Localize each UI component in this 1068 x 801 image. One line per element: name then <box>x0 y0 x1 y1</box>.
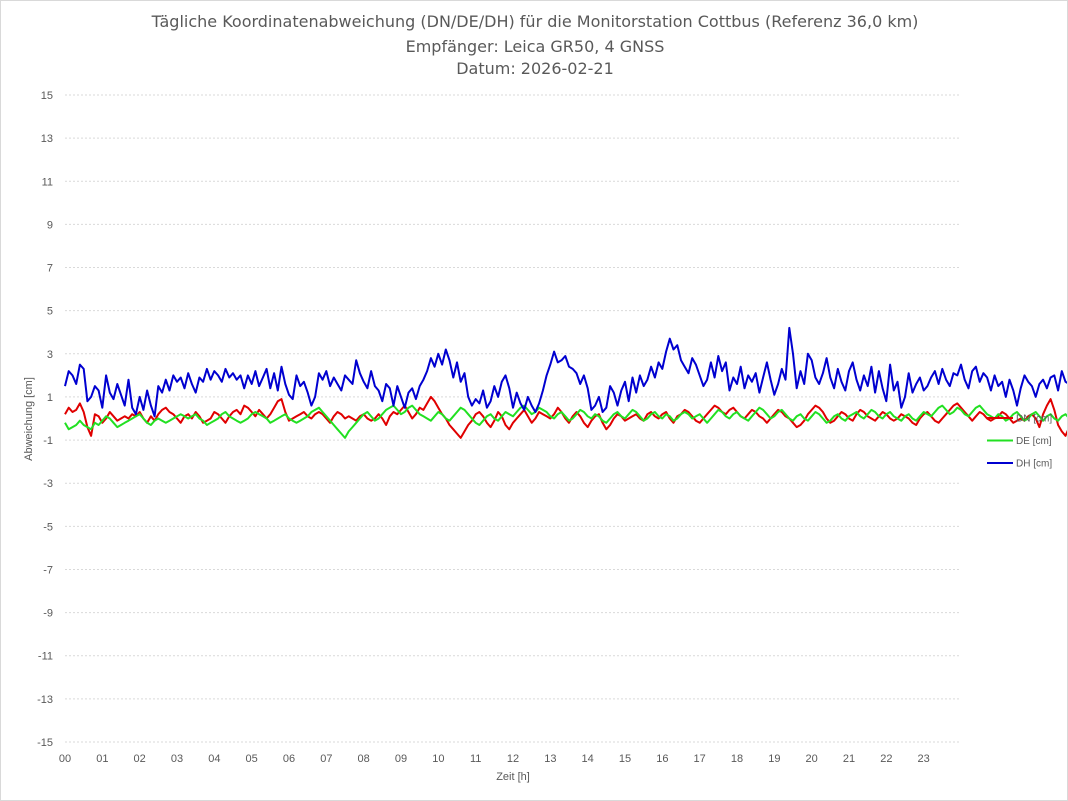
y-axis-title: Abweichung [cm] <box>23 377 35 461</box>
series-line-dn <box>64 395 1067 439</box>
x-tick-label: 16 <box>656 753 668 765</box>
x-tick-label: 22 <box>880 753 892 765</box>
x-tick-label: 17 <box>694 753 706 765</box>
x-tick-label: 09 <box>395 753 407 765</box>
y-tick-label: 3 <box>47 349 53 361</box>
legend-label-dh: DH [cm] <box>1016 459 1052 470</box>
x-tick-label: 19 <box>768 753 780 765</box>
y-tick-label: -9 <box>43 608 53 620</box>
y-tick-label: 9 <box>47 219 53 231</box>
y-tick-label: 5 <box>47 306 53 318</box>
x-tick-label: 21 <box>843 753 855 765</box>
chart-subtitle-date: Datum: 2026-02-21 <box>456 59 614 78</box>
y-tick-label: 1 <box>47 392 53 404</box>
gridlines <box>65 94 961 743</box>
x-tick-label: 10 <box>432 753 444 765</box>
x-tick-label: 04 <box>208 753 220 765</box>
x-tick-label: 06 <box>283 753 295 765</box>
x-tick-label: 18 <box>731 753 743 765</box>
y-tick-label: -1 <box>43 435 53 447</box>
y-tick-label: -15 <box>37 737 53 749</box>
x-axis-title: Zeit [h] <box>496 771 530 783</box>
y-tick-label: -5 <box>43 521 53 533</box>
x-tick-label: 15 <box>619 753 631 765</box>
y-tick-labels: 15 13 11 9 7 5 3 1 -1 -3 -5 -7 -9 -11 -13 -15 <box>37 90 53 749</box>
series-line-dh <box>64 326 1067 418</box>
y-tick-label: -3 <box>43 478 53 490</box>
x-tick-label: 20 <box>806 753 818 765</box>
x-tick-label: 08 <box>358 753 370 765</box>
y-tick-label: 13 <box>41 133 53 145</box>
x-tick-label: 05 <box>246 753 258 765</box>
x-tick-label: 14 <box>582 753 594 765</box>
legend-label-de: DE [cm] <box>1016 436 1052 447</box>
y-tick-label: 7 <box>47 263 53 275</box>
series-line-de <box>64 404 1067 439</box>
y-tick-label: -7 <box>43 564 53 576</box>
x-tick-label: 12 <box>507 753 519 765</box>
x-tick-label: 02 <box>134 753 146 765</box>
legend: DN [cm] DE [cm] DH [cm] <box>987 414 1052 470</box>
chart-subtitle-receiver: Empfänger: Leica GR50, 4 GNSS <box>405 37 665 56</box>
x-tick-labels: 00 01 02 03 04 05 06 07 08 09 10 11 12 13 14 15 16 17 18 19… <box>59 753 930 765</box>
x-tick-label: 03 <box>171 753 183 765</box>
series-lines <box>64 326 1067 439</box>
y-tick-label: 15 <box>41 90 53 102</box>
x-tick-label: 01 <box>96 753 108 765</box>
y-tick-label: -13 <box>37 694 53 706</box>
y-tick-label: 11 <box>42 176 53 188</box>
x-tick-label: 00 <box>59 753 71 765</box>
x-tick-label: 23 <box>918 753 930 765</box>
legend-label-dn: DN [cm] <box>1016 414 1052 425</box>
x-tick-label: 13 <box>544 753 556 765</box>
y-tick-label: -11 <box>38 651 53 663</box>
x-tick-label: 11 <box>470 753 481 765</box>
x-tick-label: 07 <box>320 753 332 765</box>
chart-title: Tägliche Koordinatenabweichung (DN/DE/DH… <box>151 12 919 31</box>
